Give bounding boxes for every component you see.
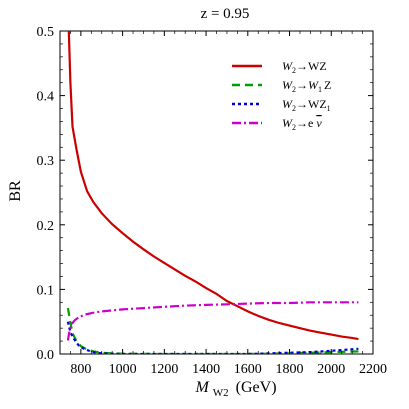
series-line-1: [67, 31, 359, 341]
x-tick-label: 1000: [109, 362, 137, 377]
x-tick-label: 1800: [276, 362, 304, 377]
legend-label-3: W2→WZ1: [282, 97, 331, 113]
x-tick-label: 1200: [150, 362, 178, 377]
axes-layer: 800 1000 1200 1400 1600 1800 2000 2200 0.0 0.1 0.2…: [37, 25, 388, 377]
x-tick-label: 800: [70, 362, 91, 377]
y-tick-label: 0.0: [37, 348, 55, 363]
y-tick-label: 0.5: [37, 25, 55, 40]
y-axis-label: BR: [7, 180, 24, 202]
chart-title: z = 0.95: [201, 6, 250, 22]
x-axis-label: M W2 (GeV): [194, 379, 276, 400]
x-axis-label-unit: (GeV): [236, 379, 277, 396]
x-tick-label: 2200: [359, 362, 387, 377]
legend-label-1: W2→WZ: [282, 59, 327, 75]
x-tick-label: 2000: [317, 362, 345, 377]
x-axis-label-sub: W2: [213, 387, 229, 399]
x-axis-label-main: M: [194, 379, 210, 396]
legend-label-4: W2→e ν: [282, 116, 322, 132]
y-tick-label: 0.2: [37, 219, 55, 234]
series-layer: [66, 31, 359, 354]
legend-label-2: W2→W1 Z: [282, 78, 331, 94]
series-line-3: [66, 321, 359, 354]
y-tick-label: 0.3: [37, 154, 55, 169]
legend: W2→WZ W2→W1 Z W2→WZ1 W2→e ν: [232, 59, 331, 132]
x-tick-label: 1400: [192, 362, 220, 377]
y-tick-label: 0.4: [37, 90, 55, 105]
x-tick-label: 1600: [234, 362, 262, 377]
y-tick-label: 0.1: [37, 283, 55, 298]
series-line-4: [66, 301, 359, 341]
